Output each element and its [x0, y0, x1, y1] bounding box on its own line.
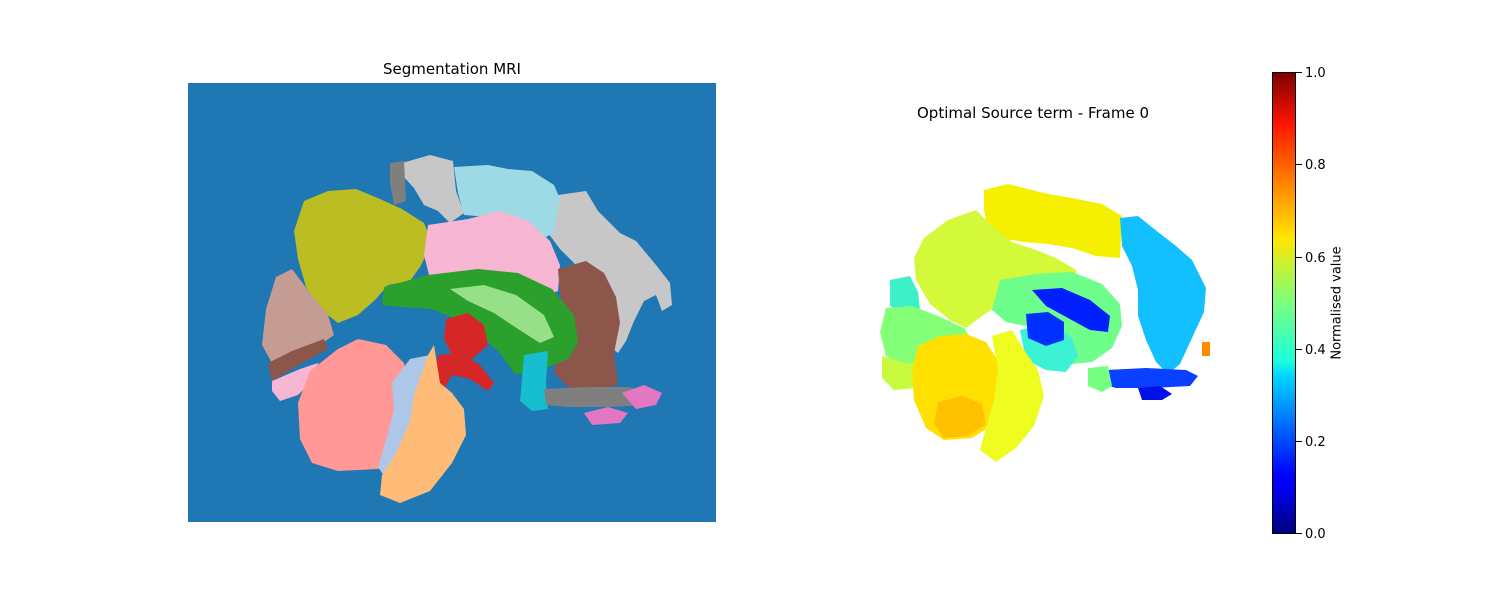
region-light-gray [548, 191, 672, 353]
source-region [1120, 216, 1206, 374]
source-region [1138, 386, 1172, 400]
source-region [934, 396, 986, 438]
colorbar-label: Normalised value [1329, 246, 1345, 360]
region-magenta [584, 407, 628, 425]
region-pink [424, 211, 560, 297]
region-olive [294, 189, 432, 323]
colorbar-tick-label: 0.4 [1305, 343, 1326, 358]
colorbar-tick-label: 0.2 [1305, 435, 1326, 450]
colorbar-tick [1296, 349, 1302, 350]
region-gray-dark [390, 161, 406, 205]
region-red [434, 353, 494, 391]
source-region [1088, 366, 1112, 392]
colorbar [1272, 72, 1296, 534]
region-light-gray [402, 155, 464, 223]
colorbar-tick-label: 1.0 [1305, 66, 1326, 81]
region-brown [268, 339, 328, 381]
colorbar-tick [1296, 164, 1302, 165]
colorbar-tick [1296, 257, 1302, 258]
source-title: Optimal Source term - Frame 0 [916, 104, 1150, 122]
region-cyan [520, 351, 548, 411]
colorbar-tick [1296, 533, 1302, 534]
region-taupe [262, 269, 334, 363]
source-region [980, 330, 1044, 462]
source-region [1202, 342, 1210, 356]
colorbar-tick [1296, 441, 1302, 442]
region-pink [272, 363, 318, 401]
source-region [1102, 368, 1198, 388]
source-region [984, 184, 1122, 258]
region-magenta [622, 385, 662, 409]
region-orange [380, 345, 466, 503]
source-region [890, 276, 920, 312]
region-red [444, 313, 488, 359]
segmentation-image [188, 83, 716, 522]
colorbar-tick-label: 0.6 [1305, 251, 1326, 266]
region-salmon [298, 339, 410, 471]
region-lavender [378, 355, 430, 479]
colorbar-tick [1296, 72, 1302, 73]
segmentation-title: Segmentation MRI [383, 60, 521, 78]
colorbar-tick-label: 0.0 [1305, 527, 1326, 542]
source-region [1032, 288, 1110, 332]
source-region [1026, 312, 1064, 346]
region-light-blue [454, 165, 560, 241]
region-light-green [450, 285, 554, 343]
colorbar-tick-label: 0.8 [1305, 158, 1326, 173]
region-brown [554, 261, 620, 389]
source-term-image [876, 180, 1212, 470]
